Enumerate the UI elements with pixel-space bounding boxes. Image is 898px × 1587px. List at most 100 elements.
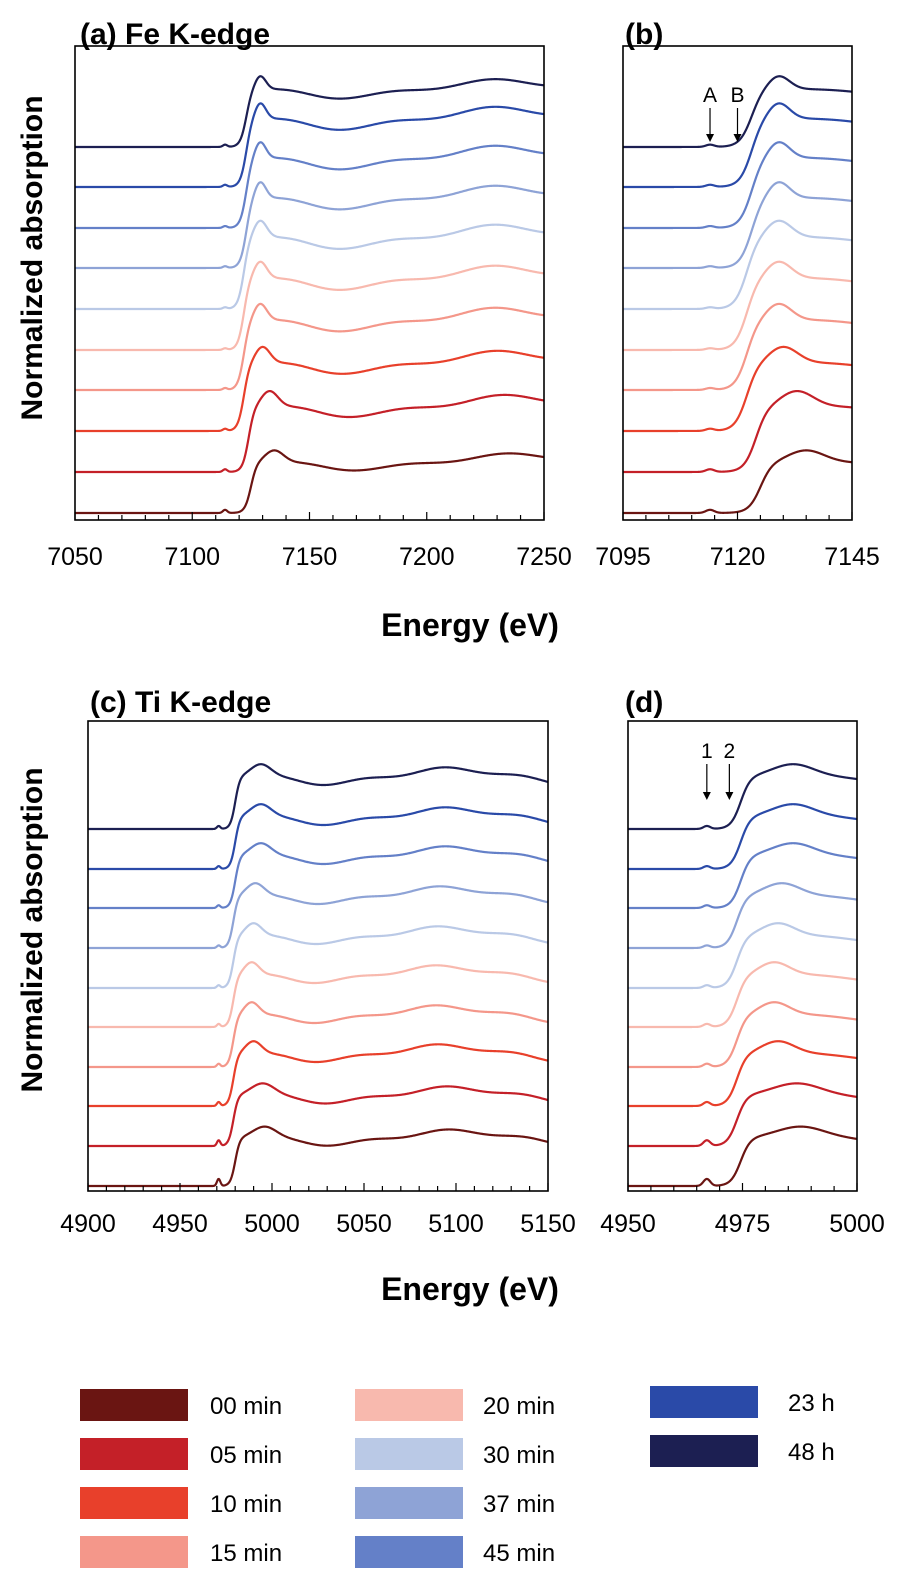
plot-frame [627, 720, 858, 1192]
series-line-30-min [628, 922, 857, 990]
x-tick-label: 5100 [428, 1210, 484, 1238]
series-line-10-min [623, 345, 852, 433]
series-line-23-h [75, 102, 544, 189]
legend-label: 48 h [788, 1439, 835, 1466]
annotation-label: B [730, 84, 744, 107]
series-line-05-min [628, 1082, 857, 1148]
legend-swatch [80, 1536, 188, 1568]
series-line-15-min [75, 302, 544, 392]
series-line-15-min [88, 1001, 548, 1069]
x-tick-label: 5050 [336, 1210, 392, 1238]
series-line-37-min [623, 181, 852, 270]
x-tick-label: 7100 [164, 543, 220, 571]
annotation-arrow-head [733, 134, 742, 142]
series-line-45-min [88, 842, 548, 910]
x-tick-label: 7200 [399, 543, 455, 571]
x-tick-label: 4975 [715, 1210, 771, 1238]
series-line-37-min [88, 882, 548, 950]
legend-swatch [355, 1487, 463, 1519]
plot-frame [74, 45, 545, 521]
legend-label: 00 min [210, 1393, 282, 1420]
series-group [623, 75, 852, 515]
series-line-30-min [88, 922, 548, 990]
series-line-23-h [88, 803, 548, 871]
legend-swatch [650, 1386, 758, 1418]
series-line-45-min [75, 141, 544, 230]
series-line-45-min [623, 141, 852, 230]
series-line-00-min [75, 449, 544, 515]
y-axis-label: Normalized absorption [16, 767, 49, 1092]
x-tick-label: 5000 [244, 1210, 300, 1238]
legend-label: 15 min [210, 1540, 282, 1567]
series-line-20-min [623, 260, 852, 352]
x-tick-label: 4950 [152, 1210, 208, 1238]
annotation-arrow-head [702, 792, 711, 800]
legend: 00 min 05 min 10 min 15 min 20 min 30 min 37 m… [80, 1386, 835, 1568]
legend-swatch [355, 1536, 463, 1568]
legend-label: 23 h [788, 1390, 835, 1417]
x-tick-label: 4900 [60, 1210, 116, 1238]
series-line-48-h [628, 763, 857, 831]
x-tick-label: 7120 [710, 543, 766, 571]
legend-swatch [80, 1389, 188, 1421]
legend-label: 37 min [483, 1491, 555, 1518]
annotation-arrow-head [725, 792, 734, 800]
series-line-20-min [88, 961, 548, 1029]
series-line-37-min [628, 882, 857, 950]
series-line-30-min [75, 219, 544, 311]
legend-label: 10 min [210, 1491, 282, 1518]
legend-swatch [355, 1438, 463, 1470]
annotation-arrow-head [706, 134, 715, 142]
plot-frame [87, 720, 549, 1192]
series-line-15-min [623, 302, 852, 392]
series-line-48-h [88, 763, 548, 831]
x-tick-label: 4950 [600, 1210, 656, 1238]
legend-label: 20 min [483, 1393, 555, 1420]
series-line-05-min [88, 1082, 548, 1148]
series-line-10-min [75, 345, 544, 433]
x-tick-label: 7250 [516, 543, 572, 571]
x-tick-label: 7095 [595, 543, 651, 571]
y-axis-label: Normalized absorption [16, 95, 49, 420]
series-group [75, 75, 544, 515]
series-line-30-min [623, 219, 852, 311]
series-line-23-h [628, 803, 857, 871]
x-tick-label: 5000 [829, 1210, 885, 1238]
annotation-label: A [703, 84, 717, 107]
series-line-37-min [75, 181, 544, 270]
series-line-20-min [75, 260, 544, 352]
x-tick-label: 7050 [47, 543, 103, 571]
series-line-45-min [628, 842, 857, 910]
series-line-05-min [75, 389, 544, 474]
x-tick-label: 5150 [520, 1210, 576, 1238]
panel-d: (d) 4950 4975 5000 1 2 [600, 686, 885, 1238]
series-line-00-min [623, 449, 852, 515]
annotation-label: 1 [701, 740, 713, 763]
panel-title: (d) [625, 686, 663, 719]
legend-swatch [355, 1389, 463, 1421]
series-line-05-min [623, 389, 852, 474]
legend-swatch [80, 1438, 188, 1470]
series-line-15-min [628, 1001, 857, 1069]
series-line-10-min [628, 1040, 857, 1108]
legend-swatch [650, 1435, 758, 1467]
series-group [88, 763, 548, 1188]
series-line-48-h [75, 75, 544, 149]
x-tick-label: 7150 [282, 543, 338, 571]
legend-label: 05 min [210, 1442, 282, 1469]
series-line-20-min [628, 961, 857, 1029]
legend-label: 30 min [483, 1442, 555, 1469]
annotation-label: 2 [724, 740, 736, 763]
x-tick-label: 7145 [824, 543, 880, 571]
series-line-10-min [88, 1040, 548, 1108]
panel-title: (c) Ti K-edge [90, 686, 271, 719]
x-axis-label: Energy (eV) [381, 1271, 559, 1307]
panel-c: (c) Ti K-edge Normalized absorption Energy… [16, 686, 576, 1307]
x-axis-label: Energy (eV) [381, 607, 559, 643]
series-group [628, 763, 857, 1188]
series-line-00-min [628, 1125, 857, 1188]
series-line-00-min [88, 1125, 548, 1188]
